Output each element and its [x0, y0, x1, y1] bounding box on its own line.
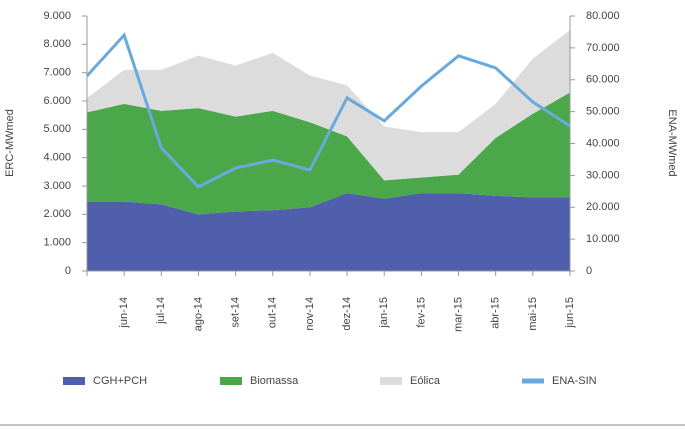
y2-tick-label: 0 [586, 265, 592, 277]
legend-label: Eólica [410, 375, 441, 387]
y2-tick-label: 50.000 [586, 106, 620, 118]
x-tick-label: jun-14 [118, 297, 130, 329]
area [87, 193, 570, 271]
legend-swatch [63, 377, 85, 385]
y2-tick-label: 40.000 [586, 137, 620, 149]
y-tick-label: 5.000 [43, 123, 71, 135]
y-tick-label: 8.000 [43, 38, 71, 50]
x-tick-label: dez-14 [341, 297, 353, 331]
y-tick-label: 4.000 [43, 152, 71, 164]
x-tick-label: abr-15 [490, 297, 502, 329]
y2-axis-label: ENA-MWmed [666, 109, 678, 176]
legend-swatch [220, 377, 242, 385]
y2-tick-label: 30.000 [586, 169, 620, 181]
y-tick-label: 9.000 [43, 10, 71, 22]
y2-tick-label: 70.000 [586, 42, 620, 54]
x-tick-label: mar-15 [452, 297, 464, 332]
y-tick-label: 3.000 [43, 180, 71, 192]
legend-swatch [380, 377, 402, 385]
x-tick-label: out-14 [267, 297, 279, 328]
x-tick-label: jul-14 [155, 297, 167, 325]
y-tick-label: 0 [65, 265, 71, 277]
x-tick-label: ago-14 [192, 297, 204, 331]
legend-label: ENA-SIN [552, 375, 597, 387]
x-tick-label: fev-15 [415, 297, 427, 328]
legend-label: Biomassa [250, 375, 299, 387]
y2-tick-label: 60.000 [586, 74, 620, 86]
x-tick-label: jan-15 [378, 297, 390, 329]
area [87, 92, 570, 215]
area [87, 30, 570, 181]
legend-label: CGH+PCH [93, 375, 147, 387]
y-tick-label: 2.000 [43, 208, 71, 220]
y2-tick-label: 10.000 [586, 233, 620, 245]
x-tick-label: mai-15 [527, 297, 539, 331]
y2-tick-label: 80.000 [586, 10, 620, 22]
y-axis-label: ERC-MWmed [4, 109, 16, 177]
y-tick-label: 7.000 [43, 67, 71, 79]
y2-tick-label: 20.000 [586, 201, 620, 213]
y-tick-label: 1.000 [43, 237, 71, 249]
x-tick-label: nov-14 [304, 297, 316, 331]
x-tick-label: jun-15 [564, 297, 576, 329]
line [85, 32, 571, 189]
x-tick-label: set-14 [230, 297, 242, 328]
y-tick-label: 6.000 [43, 95, 71, 107]
